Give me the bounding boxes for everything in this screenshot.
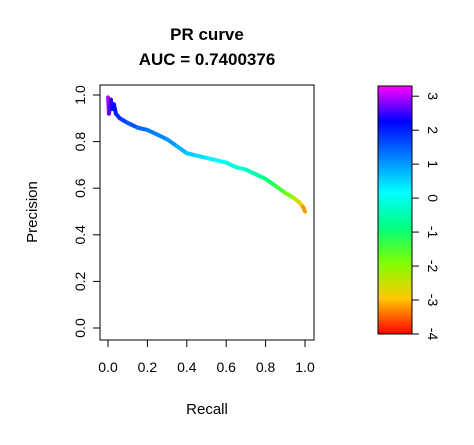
x-tick-label: 1.0 <box>295 359 315 375</box>
y-axis: 0.0 0.2 0.4 0.6 0.8 1.0 <box>72 85 101 338</box>
x-tick-label: 0.4 <box>177 359 197 375</box>
chart-title-line-1: PR curve <box>170 25 244 44</box>
y-tick-label: 0.2 <box>72 271 88 291</box>
x-tick-label: 0.6 <box>216 359 236 375</box>
colorbar-tick-label: 3 <box>425 92 441 100</box>
x-tick-label: 0.0 <box>98 359 118 375</box>
x-tick-label: 0.8 <box>256 359 276 375</box>
colorbar-tick-label: 0 <box>425 194 441 202</box>
colorbar-tick-label: 1 <box>425 160 441 168</box>
y-tick-label: 0.8 <box>72 132 88 152</box>
pr-curve-segment <box>165 137 179 149</box>
y-tick-label: 0.4 <box>72 225 88 245</box>
colorbar-tick-label: -4 <box>425 328 441 341</box>
y-tick-label: 0.0 <box>72 318 88 338</box>
pr-curve-segment <box>301 204 307 214</box>
x-axis-title: Recall <box>186 401 228 418</box>
y-axis-title: Precision <box>24 181 41 243</box>
colorbar-tick-label: -3 <box>425 294 441 307</box>
colorbar-axis: 3 2 1 0 -1 -2 -3 -4 <box>412 92 441 340</box>
colorbar-tick-label: -1 <box>425 226 441 239</box>
y-tick-label: 0.6 <box>72 178 88 198</box>
colorbar-tick-label: 2 <box>425 126 441 134</box>
colorbar-tick-label: -2 <box>425 260 441 273</box>
x-tick-label: 0.2 <box>138 359 158 375</box>
pr-curve-segment <box>174 144 189 156</box>
colorbar <box>377 85 413 335</box>
x-axis: 0.0 0.2 0.4 0.6 0.8 1.0 <box>98 339 315 375</box>
pr-curve-segment <box>273 183 288 195</box>
y-tick-label: 1.0 <box>72 85 88 105</box>
pr-curve-series <box>106 95 307 214</box>
pr-curve-segment <box>263 176 278 188</box>
chart-title-line-2: AUC = 0.7400376 <box>139 50 276 69</box>
